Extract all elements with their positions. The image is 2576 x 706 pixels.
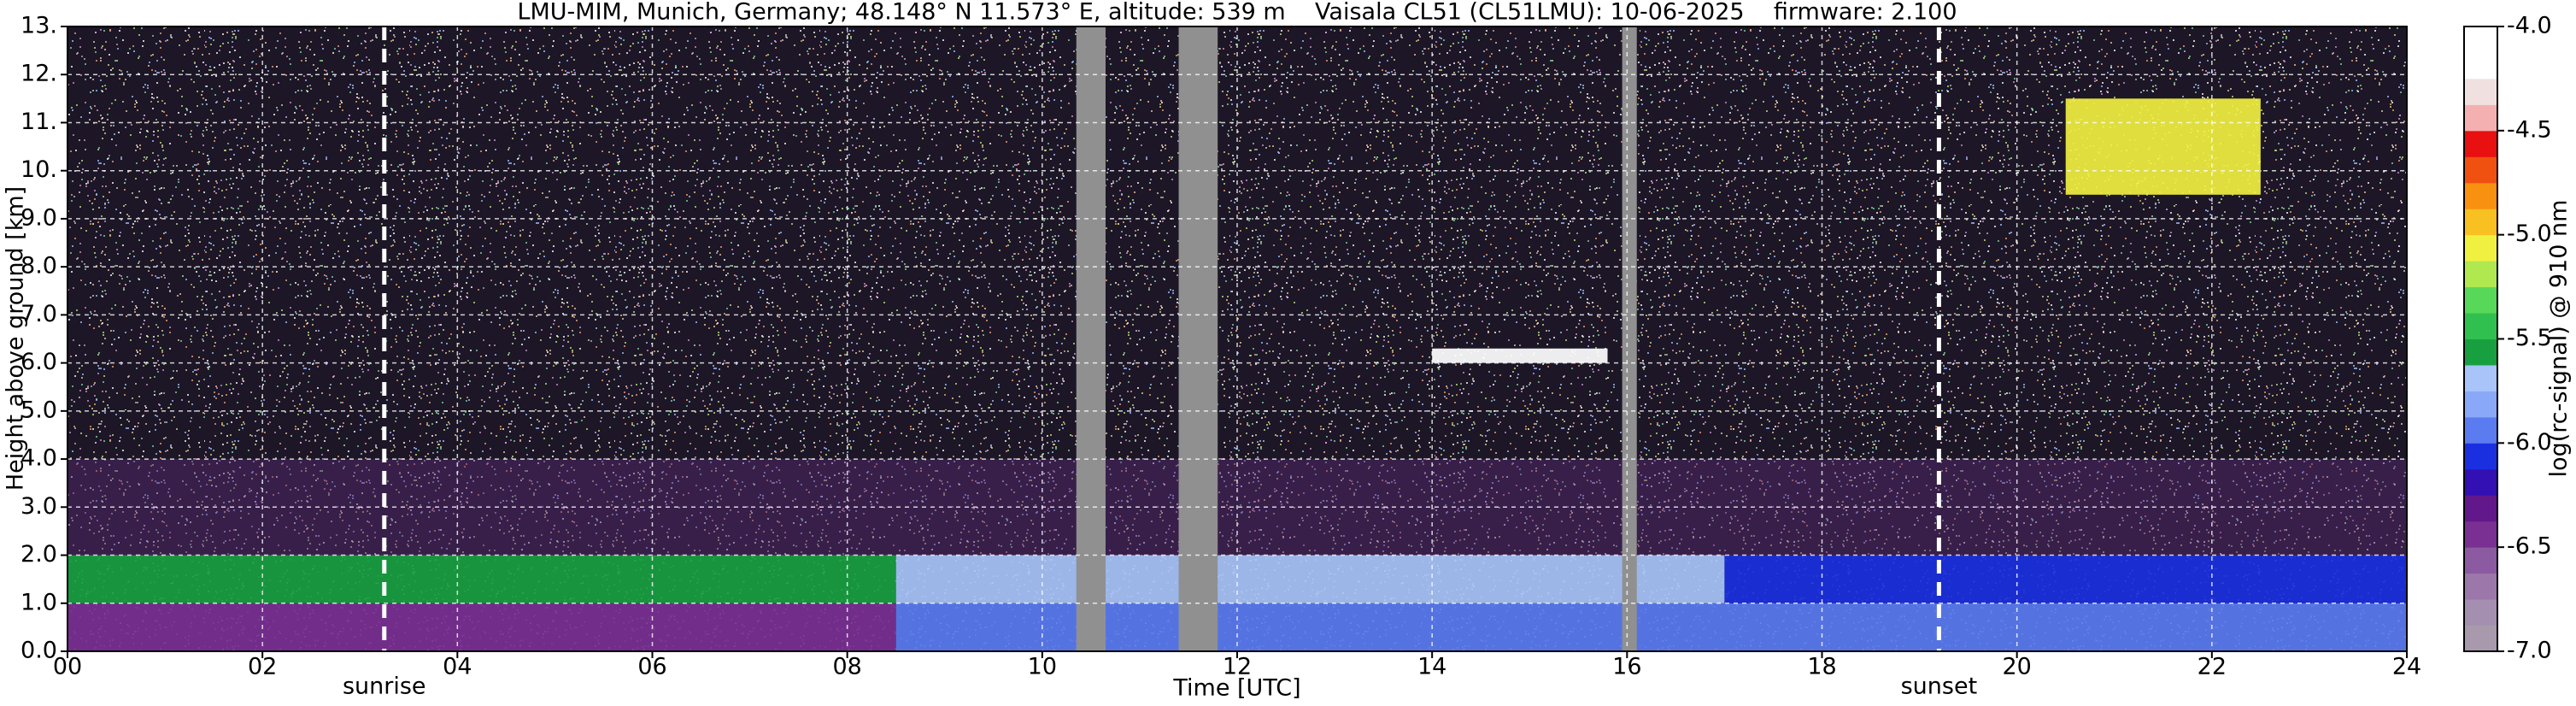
- colorbar-swatch: [2464, 52, 2497, 79]
- y-tick-label: 9.0: [21, 204, 57, 231]
- annotation-label: sunset: [1901, 674, 1978, 700]
- data-gap: [1076, 26, 1106, 651]
- colorbar-tick-label: -4.5: [2507, 116, 2552, 143]
- colorbar-swatch: [2464, 130, 2497, 157]
- annotation-label: sunrise: [343, 674, 426, 700]
- colorbar-swatch: [2464, 547, 2497, 574]
- data-gap: [1622, 26, 1637, 651]
- colorbar-swatch: [2464, 156, 2497, 184]
- signal-region: [1432, 348, 1608, 363]
- colorbar-swatch: [2464, 521, 2497, 548]
- colorbar-swatch: [2464, 468, 2497, 496]
- y-tick-label: 13.: [21, 13, 57, 39]
- x-tick-label: 04: [443, 654, 472, 680]
- y-tick-label: 3.0: [21, 493, 57, 520]
- signal-region: [1724, 555, 2407, 603]
- colorbar-tick-label: -5.0: [2507, 221, 2552, 247]
- colorbar-swatch: [2464, 234, 2497, 262]
- signal-region: [895, 603, 2407, 651]
- colorbar-tick-label: -5.5: [2507, 325, 2552, 351]
- y-tick-label: 4.0: [21, 445, 57, 472]
- signal-region: [67, 555, 896, 603]
- x-tick-label: 16: [1612, 654, 1641, 680]
- y-tick-label: 7.0: [21, 301, 57, 327]
- x-tick-label: 00: [53, 654, 82, 680]
- x-tick-label: 06: [637, 654, 666, 680]
- colorbar-tick-label: -6.0: [2507, 429, 2552, 456]
- plot-frame: [67, 26, 2408, 652]
- y-tick-label: 10.: [21, 156, 57, 183]
- colorbar-swatch: [2464, 104, 2497, 132]
- colorbar-swatch: [2464, 313, 2497, 339]
- colorbar-swatch: [2464, 78, 2497, 105]
- colorbar-swatch: [2464, 261, 2497, 288]
- y-axis-label: Height above ground [km]: [3, 186, 29, 491]
- colorbar-swatch: [2464, 209, 2497, 236]
- x-tick-label: 12: [1223, 654, 1252, 680]
- y-tick-label: 5.0: [21, 397, 57, 423]
- y-tick-label: 1.0: [21, 589, 57, 615]
- x-tick-label: 18: [1807, 654, 1836, 680]
- colorbar-swatch: [2464, 573, 2497, 600]
- y-tick-label: 2.0: [21, 541, 57, 568]
- chart-title: LMU-MIM, Munich, Germany; 48.148° N 11.5…: [517, 0, 1957, 26]
- colorbar-tick-label: -4.0: [2507, 13, 2552, 39]
- colorbar-swatch: [2464, 495, 2497, 522]
- y-tick-label: 11.: [21, 109, 57, 135]
- colorbar-swatch: [2464, 625, 2497, 652]
- x-tick-label: 08: [832, 654, 861, 680]
- y-tick-label: 0.0: [21, 638, 57, 664]
- x-tick-label: 02: [248, 654, 277, 680]
- colorbar-label: log(rc-signal) @ 910 nm: [2546, 200, 2573, 478]
- colorbar-swatch: [2464, 26, 2497, 53]
- colorbar-tick-label: -6.5: [2507, 533, 2552, 560]
- signal-region: [895, 555, 1725, 603]
- x-tick-label: 10: [1028, 654, 1057, 680]
- colorbar-swatch: [2464, 286, 2497, 314]
- colorbar-swatch: [2464, 443, 2497, 470]
- colorbar-swatch: [2464, 338, 2497, 366]
- y-tick-label: 12.: [21, 61, 57, 87]
- colorbar-swatch: [2464, 182, 2497, 209]
- colorbar-swatch: [2464, 391, 2497, 418]
- y-tick-label: 6.0: [21, 349, 57, 375]
- x-tick-label: 20: [2002, 654, 2031, 680]
- colorbar-swatch: [2464, 416, 2497, 444]
- colorbar-swatch: [2464, 364, 2497, 391]
- signal-region: [2065, 98, 2261, 195]
- x-tick-label: 14: [1417, 654, 1446, 680]
- signal-region: [67, 603, 896, 651]
- data-gap: [1178, 26, 1218, 651]
- colorbar-swatch: [2464, 599, 2497, 627]
- colorbar-tick-label: -7.0: [2507, 638, 2552, 664]
- x-tick-label: 24: [2392, 654, 2421, 680]
- y-tick-label: 8.0: [21, 253, 57, 279]
- x-axis-label: Time [UTC]: [1172, 675, 1300, 702]
- x-tick-label: 22: [2198, 654, 2227, 680]
